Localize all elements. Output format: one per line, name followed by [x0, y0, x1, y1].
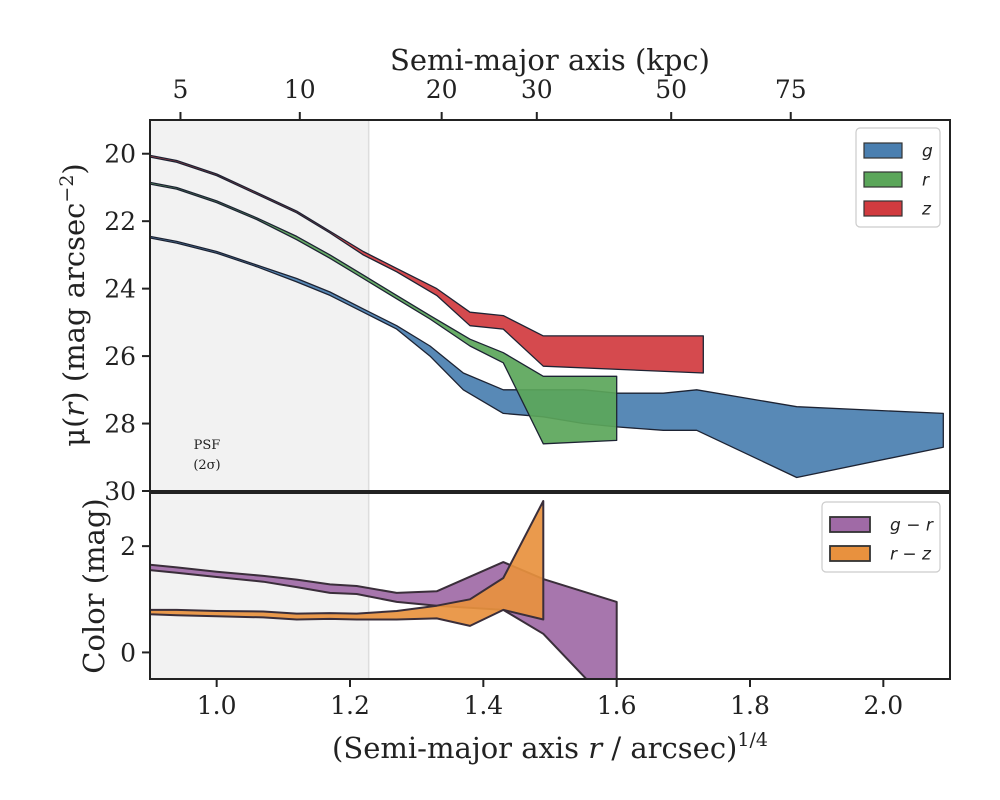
color-series [150, 500, 618, 679]
top-axis-label: Semi-major axis (kpc) [390, 43, 710, 77]
y-tick-label: 24 [104, 275, 136, 304]
legend-label-z: z [921, 199, 932, 219]
legend-swatch-z [863, 200, 903, 217]
x-tick-label: 1.8 [730, 691, 770, 720]
psf-label-line1: PSF [194, 438, 221, 453]
y-tick-label: 0 [120, 638, 136, 667]
color-legend: g − r r − z [821, 501, 941, 573]
legend-swatch-g-r [829, 516, 871, 533]
x-tick-label: 1.6 [597, 691, 637, 720]
bottom-x-axis-label: (Semi-major axis r / arcsec)1/4 [332, 729, 768, 765]
surface-brightness-panel: 20 22 24 26 28 30 5 10 20 30 50 75 Semi-major axis… [56, 43, 951, 506]
top-x-tick-label: 5 [173, 75, 189, 104]
top-x-tick-label: 30 [521, 75, 553, 104]
series-band-z [150, 154, 704, 374]
y-tick-label: 26 [104, 342, 136, 371]
legend-label-g-r: g − r [890, 515, 934, 535]
color-panel: 02 1.0 1.2 1.4 1.6 1.8 2.0 Color (mag) (Semi-… [77, 492, 951, 765]
top-secondary-x-axis-ticks: 5 10 20 30 50 75 [173, 75, 807, 120]
top-y-axis-ticks: 20 22 24 26 28 30 [104, 140, 150, 506]
x-tick-label: 2.0 [863, 691, 903, 720]
bottom-y-axis-label: Color (mag) [77, 498, 111, 673]
legend-label-r: r [922, 170, 930, 190]
x-tick-label: 1.4 [463, 691, 503, 720]
legend-label-g: g [922, 141, 933, 161]
x-tick-label: 1.0 [197, 691, 237, 720]
top-x-tick-label: 75 [775, 75, 807, 104]
top-y-axis-label: μ(r) (mag arcsec−2) [56, 163, 91, 447]
bottom-x-axis-ticks: 1.0 1.2 1.4 1.6 1.8 2.0 [197, 679, 903, 720]
psf-shaded-region [150, 120, 369, 491]
series-band-r [150, 181, 618, 445]
series-band-g [150, 235, 944, 479]
top-x-tick-label: 50 [655, 75, 687, 104]
surface-brightness-legend: grz [855, 127, 941, 228]
surface-brightness-series [150, 154, 944, 479]
bottom-panel-frame [149, 492, 951, 680]
x-tick-label: 1.2 [330, 691, 370, 720]
legend-swatch-r [863, 171, 903, 188]
top-x-tick-label: 10 [284, 75, 316, 104]
y-tick-label: 2 [120, 532, 136, 561]
y-tick-label: 30 [104, 477, 136, 506]
series-band-r-z [150, 500, 545, 627]
top-x-tick-label: 20 [426, 75, 458, 104]
y-tick-label: 28 [104, 410, 136, 439]
legend-swatch-r-z [829, 545, 871, 562]
y-tick-label: 22 [104, 207, 136, 236]
psf-label-line2: (2σ) [193, 458, 220, 473]
bottom-y-axis-ticks: 02 [120, 532, 150, 667]
y-tick-label: 20 [104, 140, 136, 169]
top-panel-frame [149, 119, 951, 492]
legend-label-r-z: r − z [890, 544, 932, 564]
legend-swatch-g [863, 142, 903, 159]
